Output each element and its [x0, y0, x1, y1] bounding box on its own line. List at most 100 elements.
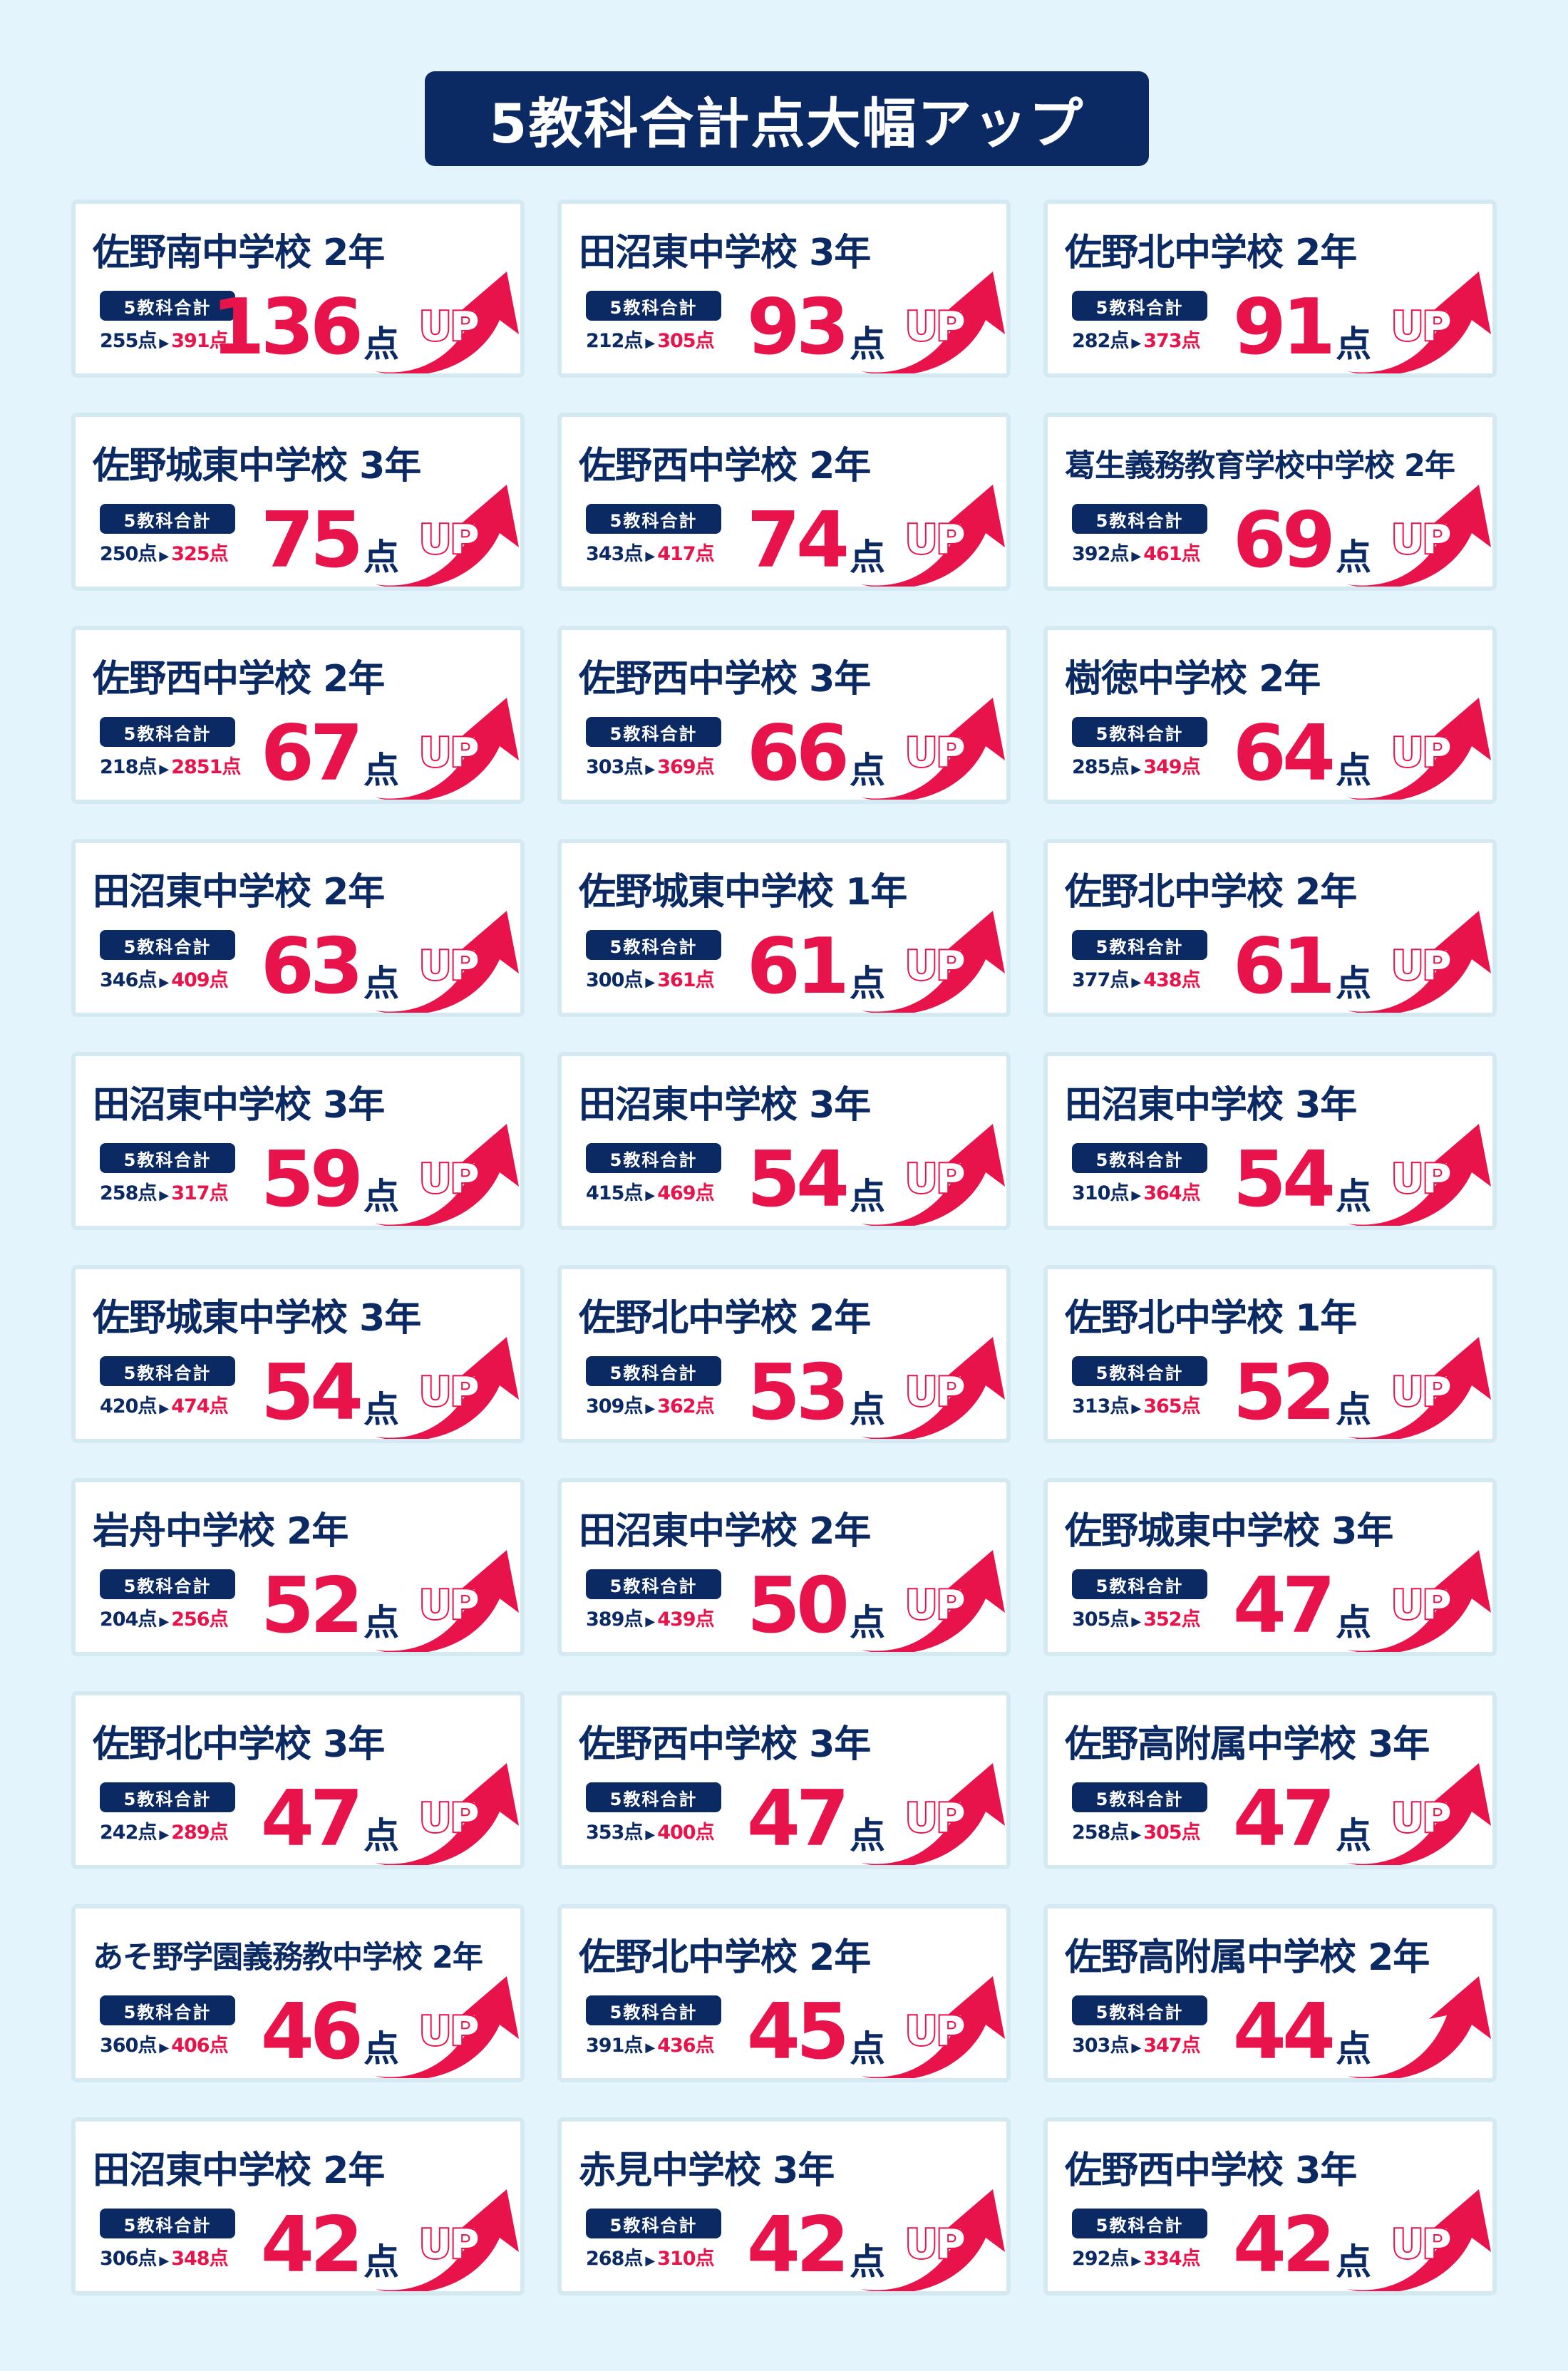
gain-number: 42 — [260, 2201, 363, 2290]
triangle-right-icon: ▶ — [1131, 1614, 1141, 1629]
result-card: 佐野北中学校 2年 5教科合計 377点 ▶ 438点 61 点 UP — [1043, 839, 1497, 1017]
score-after: 310点 — [657, 2248, 714, 2270]
school-name: 岩舟中学校 2年 — [93, 1510, 349, 1553]
score-change: 204点 ▶ 256点 — [100, 1603, 229, 1631]
up-label: UP — [418, 941, 480, 991]
subject-total-badge: 5教科合計 — [586, 1569, 721, 1599]
subject-total-badge: 5教科合計 — [586, 504, 721, 534]
score-gain: 47 点 — [1233, 1568, 1371, 1645]
curved-up-arrow-icon — [1333, 1976, 1492, 2078]
score-after: 365点 — [1143, 1395, 1200, 1417]
score-gain: 91 点 — [1233, 289, 1371, 366]
triangle-right-icon: ▶ — [645, 1827, 655, 1842]
curved-up-arrow-icon — [1333, 1550, 1492, 1652]
score-change: 250点 ▶ 325点 — [100, 538, 229, 566]
subject-total-badge: 5教科合計 — [1072, 1782, 1207, 1812]
subject-total-badge: 5教科合計 — [100, 930, 235, 960]
school-name: 佐野城東中学校 3年 — [1065, 1510, 1393, 1553]
point-unit: 点 — [1336, 1815, 1371, 1856]
result-card: 佐野北中学校 1年 5教科合計 313点 ▶ 365点 52 点 UP — [1043, 1265, 1497, 1443]
score-gain: 42 点 — [260, 2201, 399, 2290]
up-label: UP — [418, 1368, 480, 1417]
curved-up-arrow-icon — [361, 911, 520, 1013]
score-after: 373点 — [1143, 330, 1200, 352]
score-gain: 74 点 — [746, 496, 885, 585]
subject-total-badge: 5教科合計 — [1072, 1995, 1207, 2025]
gain-number: 52 — [260, 1561, 363, 1651]
result-card: 佐野西中学校 2年 5教科合計 218点 ▶ 2851点 67 点 UP — [71, 626, 525, 804]
up-label: UP — [904, 2220, 966, 2269]
score-after: 438点 — [1143, 969, 1200, 991]
gain-number: 54 — [1232, 1135, 1336, 1224]
point-unit: 点 — [1336, 324, 1371, 365]
triangle-right-icon: ▶ — [1131, 2040, 1141, 2055]
curved-up-arrow-icon — [1333, 485, 1492, 587]
gain-number: 54 — [260, 1348, 363, 1437]
point-unit: 点 — [1336, 1602, 1371, 1643]
score-after: 2851点 — [171, 756, 241, 778]
curved-up-arrow-icon — [1333, 1124, 1492, 1226]
subject-total-badge: 5教科合計 — [586, 1143, 721, 1173]
score-gain: 44 点 — [1232, 1988, 1371, 2077]
subject-total-badge: 5教科合計 — [100, 291, 235, 321]
school-name: 佐野北中学校 1年 — [1065, 1297, 1357, 1340]
gain-number: 47 — [1232, 1775, 1336, 1864]
point-unit: 点 — [1336, 2241, 1371, 2283]
score-before: 242点 — [100, 1822, 157, 1844]
curved-up-arrow-icon — [1333, 911, 1492, 1013]
subject-total-badge: 5教科合計 — [100, 1995, 235, 2025]
curved-up-arrow-icon — [847, 2189, 1006, 2291]
score-before: 420点 — [100, 1395, 157, 1417]
gain-number: 63 — [260, 922, 363, 1011]
point-unit: 点 — [850, 750, 885, 791]
result-card: 佐野城東中学校 3年 5教科合計 305点 ▶ 352点 47 点 UP — [1043, 1478, 1497, 1656]
school-name: 佐野北中学校 2年 — [1065, 871, 1357, 914]
up-label: UP — [418, 302, 480, 351]
subject-total-badge: 5教科合計 — [100, 1356, 235, 1386]
up-label: UP — [1390, 1368, 1453, 1417]
score-after: 417点 — [657, 543, 714, 565]
curved-up-arrow-icon — [847, 1124, 1006, 1226]
curved-up-arrow-icon — [847, 1550, 1006, 1652]
gain-number: 42 — [1232, 2201, 1336, 2290]
gain-number: 93 — [746, 283, 850, 372]
result-card: 田沼東中学校 2年 5教科合計 389点 ▶ 439点 50 点 UP — [557, 1478, 1011, 1656]
score-before: 255点 — [100, 330, 157, 352]
school-name: 田沼東中学校 2年 — [579, 1510, 871, 1553]
gain-number: 44 — [1232, 1988, 1336, 2077]
results-grid: 佐野南中学校 2年 5教科合計 255点 ▶ 391点 136 点 UP 田沼東中学校 3年 5教… — [71, 200, 1497, 2295]
subject-total-badge: 5教科合計 — [586, 1356, 721, 1386]
score-after: 369点 — [657, 756, 714, 778]
point-unit: 点 — [363, 324, 399, 365]
score-before: 392点 — [1072, 543, 1129, 565]
result-card: 田沼東中学校 3年 5教科合計 258点 ▶ 317点 59 点 UP — [71, 1052, 525, 1230]
triangle-right-icon: ▶ — [159, 1614, 169, 1629]
result-card: 佐野北中学校 2年 5教科合計 282点 ▶ 373点 91 点 UP — [1043, 200, 1497, 378]
result-card: 佐野南中学校 2年 5教科合計 255点 ▶ 391点 136 点 UP — [71, 200, 525, 378]
result-card: あそ野学園義務教中学校 2年 5教科合計 360点 ▶ 406点 46 点 UP — [71, 1904, 525, 2082]
score-change: 415点 ▶ 469点 — [586, 1177, 715, 1205]
gain-number: 74 — [746, 496, 850, 585]
triangle-right-icon: ▶ — [159, 2040, 169, 2055]
score-after: 364点 — [1143, 1182, 1200, 1204]
subject-total-badge: 5教科合計 — [586, 717, 721, 747]
score-gain: 93 点 — [746, 283, 885, 372]
score-gain: 47 点 — [261, 1781, 399, 1858]
score-before: 353点 — [586, 1822, 643, 1844]
point-unit: 点 — [850, 2241, 885, 2283]
score-before: 346点 — [100, 969, 157, 991]
score-gain: 54 点 — [260, 1348, 399, 1437]
triangle-right-icon: ▶ — [159, 549, 169, 564]
score-change: 303点 ▶ 369点 — [586, 751, 715, 779]
curved-up-arrow-icon — [361, 1550, 520, 1652]
up-label: UP — [1390, 2220, 1453, 2269]
result-card: 佐野西中学校 3年 5教科合計 292点 ▶ 334点 42 点 UP — [1043, 2117, 1497, 2295]
score-change: 377点 ▶ 438点 — [1072, 964, 1201, 992]
result-card: 佐野北中学校 2年 5教科合計 309点 ▶ 362点 53 点 UP — [557, 1265, 1011, 1443]
up-label: UP — [418, 1154, 480, 1204]
score-gain: 47 点 — [747, 1781, 885, 1858]
score-gain: 136 点 — [212, 289, 399, 366]
up-label: UP — [418, 728, 480, 778]
triangle-right-icon: ▶ — [645, 1188, 655, 1203]
result-card: 樹徳中学校 2年 5教科合計 285点 ▶ 349点 64 点 UP — [1043, 626, 1497, 804]
